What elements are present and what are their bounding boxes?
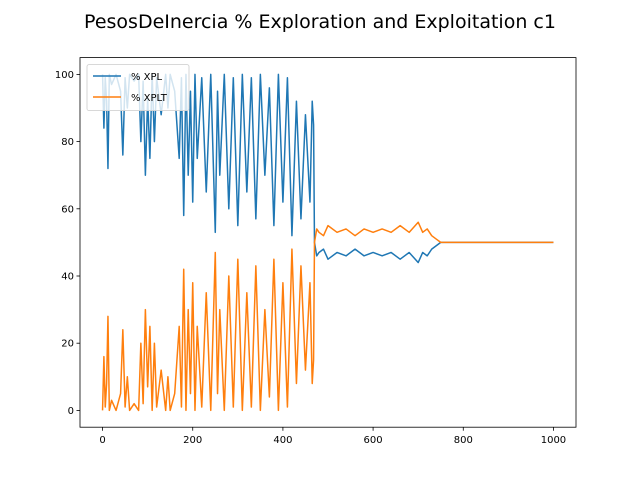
y-tick-label: 40 [61, 272, 74, 283]
x-tick-label: 0 [99, 435, 105, 446]
legend-label-xpl: % XPL [131, 72, 163, 83]
x-tick-label: 200 [183, 435, 202, 446]
x-tick-label: 800 [454, 435, 473, 446]
y-tick-label: 60 [61, 204, 74, 215]
y-tick-label: 0 [68, 406, 74, 417]
chart-title: PesosDeInercia % Exploration and Exploit… [84, 11, 556, 33]
x-tick-label: 600 [364, 435, 383, 446]
y-tick-label: 100 [55, 70, 74, 81]
y-tick-label: 20 [61, 339, 74, 350]
series-line-xpl [101, 73, 554, 264]
series-line-xplt [101, 221, 554, 412]
y-tick-label: 80 [61, 137, 74, 148]
x-tick-label: 400 [273, 435, 292, 446]
plot-frame [79, 57, 577, 428]
legend: % XPL % XPLT [86, 64, 190, 111]
ticks-layer: 0 200 400 600 800 1000 0 20 40 60 80 100 [55, 70, 566, 446]
series-layer [101, 73, 554, 412]
x-tick-label: 1000 [541, 435, 566, 446]
legend-label-xplt: % XPLT [131, 93, 168, 104]
